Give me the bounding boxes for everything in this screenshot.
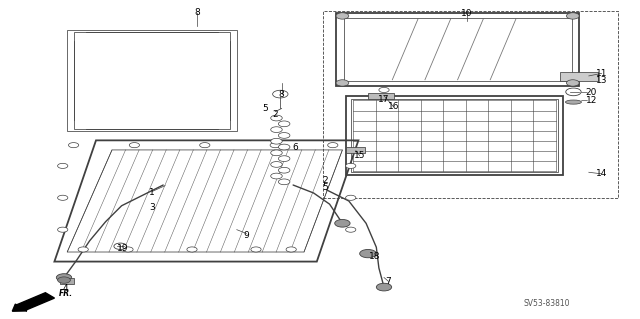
Circle shape <box>58 195 68 200</box>
Circle shape <box>566 13 579 19</box>
Text: 12: 12 <box>586 96 597 105</box>
Circle shape <box>328 143 338 148</box>
Circle shape <box>200 143 210 148</box>
Circle shape <box>566 88 581 96</box>
Circle shape <box>187 247 197 252</box>
Text: 19: 19 <box>117 244 129 253</box>
Circle shape <box>566 80 579 86</box>
Text: —: — <box>581 98 588 103</box>
Text: 8: 8 <box>279 90 284 99</box>
Circle shape <box>58 163 68 168</box>
Text: 14: 14 <box>596 169 607 178</box>
Text: 17: 17 <box>378 95 390 104</box>
Circle shape <box>56 274 72 281</box>
Circle shape <box>271 161 282 167</box>
Text: 16: 16 <box>388 102 399 111</box>
Text: 5: 5 <box>263 104 268 113</box>
Circle shape <box>336 80 349 86</box>
Circle shape <box>286 247 296 252</box>
Circle shape <box>114 243 127 249</box>
Circle shape <box>335 219 350 227</box>
Circle shape <box>270 143 280 148</box>
Text: 8: 8 <box>195 8 200 17</box>
Circle shape <box>251 247 261 252</box>
Circle shape <box>271 150 282 156</box>
Circle shape <box>271 173 282 179</box>
Circle shape <box>278 121 290 127</box>
Circle shape <box>376 283 392 291</box>
Text: 5: 5 <box>323 183 328 192</box>
Text: 4: 4 <box>63 284 68 293</box>
Text: 7: 7 <box>386 277 391 286</box>
Polygon shape <box>60 278 74 284</box>
Polygon shape <box>560 72 598 81</box>
Text: 10: 10 <box>461 9 473 18</box>
Circle shape <box>278 167 290 173</box>
Text: 18: 18 <box>369 252 380 261</box>
FancyArrow shape <box>12 293 54 311</box>
Text: SV53-83810: SV53-83810 <box>524 299 570 308</box>
Polygon shape <box>368 93 394 99</box>
Text: FR.: FR. <box>59 289 73 298</box>
Circle shape <box>336 13 349 19</box>
Text: 3: 3 <box>150 203 155 212</box>
Circle shape <box>346 163 356 168</box>
Text: 2: 2 <box>323 176 328 185</box>
Circle shape <box>78 247 88 252</box>
Text: 1: 1 <box>150 189 155 197</box>
Text: —: — <box>581 90 588 95</box>
Circle shape <box>278 144 290 150</box>
Text: 20: 20 <box>586 88 597 97</box>
Circle shape <box>58 277 70 283</box>
Circle shape <box>379 87 389 93</box>
Text: 11: 11 <box>596 69 607 78</box>
Circle shape <box>278 156 290 161</box>
Circle shape <box>346 195 356 200</box>
Circle shape <box>278 179 290 185</box>
Text: 15: 15 <box>354 151 365 160</box>
Text: 2: 2 <box>273 110 278 119</box>
Circle shape <box>123 247 133 252</box>
Circle shape <box>58 227 68 232</box>
Polygon shape <box>346 147 365 153</box>
Circle shape <box>129 143 140 148</box>
Circle shape <box>271 127 282 132</box>
Circle shape <box>278 133 290 138</box>
Circle shape <box>68 143 79 148</box>
Text: 9: 9 <box>244 231 249 240</box>
Circle shape <box>346 227 356 232</box>
Text: 13: 13 <box>596 76 607 85</box>
Circle shape <box>271 115 282 121</box>
Circle shape <box>271 138 282 144</box>
Circle shape <box>360 249 376 258</box>
Ellipse shape <box>566 100 582 104</box>
Text: 6: 6 <box>293 143 298 152</box>
